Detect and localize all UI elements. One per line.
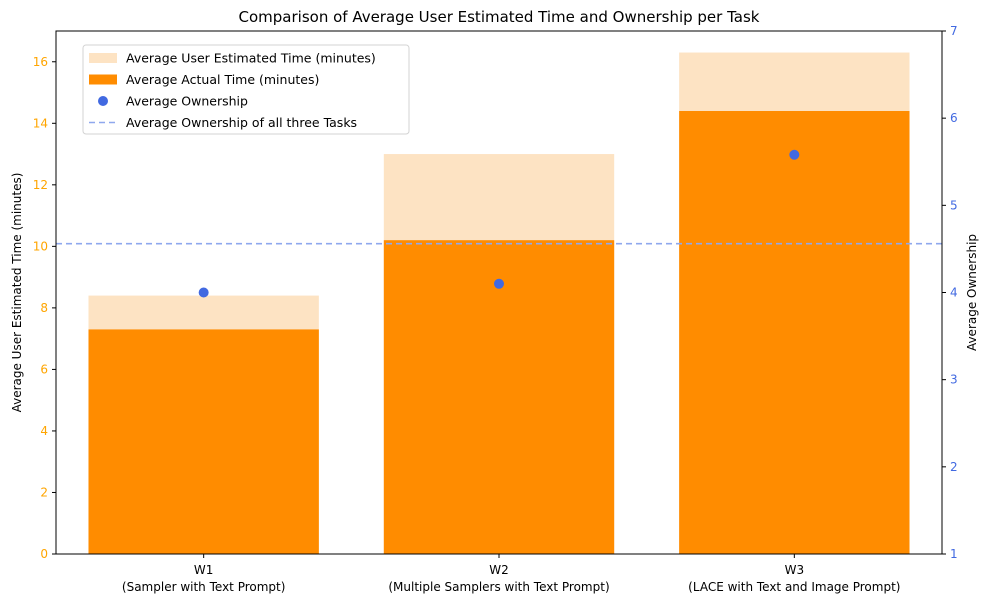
bar-actual-w1 <box>88 329 319 554</box>
x-tick-label-w2: W2 (Multiple Samplers with Text Prompt) <box>388 563 609 594</box>
legend-label: Average User Estimated Time (minutes) <box>126 51 376 66</box>
left-tick-label: 8 <box>40 301 48 315</box>
legend-swatch <box>89 74 117 85</box>
right-tick-label: 6 <box>950 111 958 125</box>
left-tick-label: 0 <box>40 547 48 561</box>
legend-item-estimated: Average User Estimated Time (minutes) <box>89 51 376 66</box>
left-tick-label: 12 <box>33 178 48 192</box>
points-layer <box>198 149 800 298</box>
point-ownership-w1 <box>198 287 209 298</box>
legend-label: Average Ownership <box>126 94 248 109</box>
left-tick-label: 4 <box>40 424 48 438</box>
left-tick-label: 6 <box>40 362 48 376</box>
legend-swatch <box>89 53 117 63</box>
right-tick-label: 7 <box>950 24 958 38</box>
left-tick-label: 2 <box>40 485 48 499</box>
bar-actual-w2 <box>383 240 615 554</box>
legend: Average User Estimated Time (minutes) Ave… <box>82 44 410 135</box>
x-tick-label-w1: W1 (Sampler with Text Prompt) <box>122 563 286 594</box>
legend-box <box>82 44 410 135</box>
right-tick-label: 2 <box>950 460 958 474</box>
left-tick-label: 10 <box>33 239 48 253</box>
bar-actual-w3 <box>679 110 910 555</box>
legend-item-ownership: Average Ownership <box>98 94 248 109</box>
bars-layer <box>88 52 910 555</box>
point-ownership-w2 <box>494 278 504 289</box>
legend-item-actual: Average Actual Time (minutes) <box>89 72 319 87</box>
left-tick-label: 16 <box>33 55 48 69</box>
legend-label: Average Ownership of all three Tasks <box>126 115 357 130</box>
left-tick-label: 14 <box>33 116 48 130</box>
legend-item-avg-ownership: Average Ownership of all three Tasks <box>89 115 357 130</box>
legend-marker <box>98 96 108 106</box>
right-tick-label: 4 <box>950 286 958 300</box>
right-tick-label: 1 <box>950 547 958 561</box>
point-ownership-w3 <box>789 149 800 160</box>
x-tick-label-w3: W3 (LACE with Text and Image Prompt) <box>688 563 900 594</box>
legend-label: Average Actual Time (minutes) <box>126 72 319 87</box>
right-tick-label: 5 <box>950 198 958 212</box>
y-axis-right-label: Average Ownership <box>965 234 979 351</box>
y-axis-left-label: Average User Estimated Time (minutes) <box>10 173 24 413</box>
right-tick-label: 3 <box>950 373 958 387</box>
chart-title: Comparison of Average User Estimated Tim… <box>239 8 760 26</box>
